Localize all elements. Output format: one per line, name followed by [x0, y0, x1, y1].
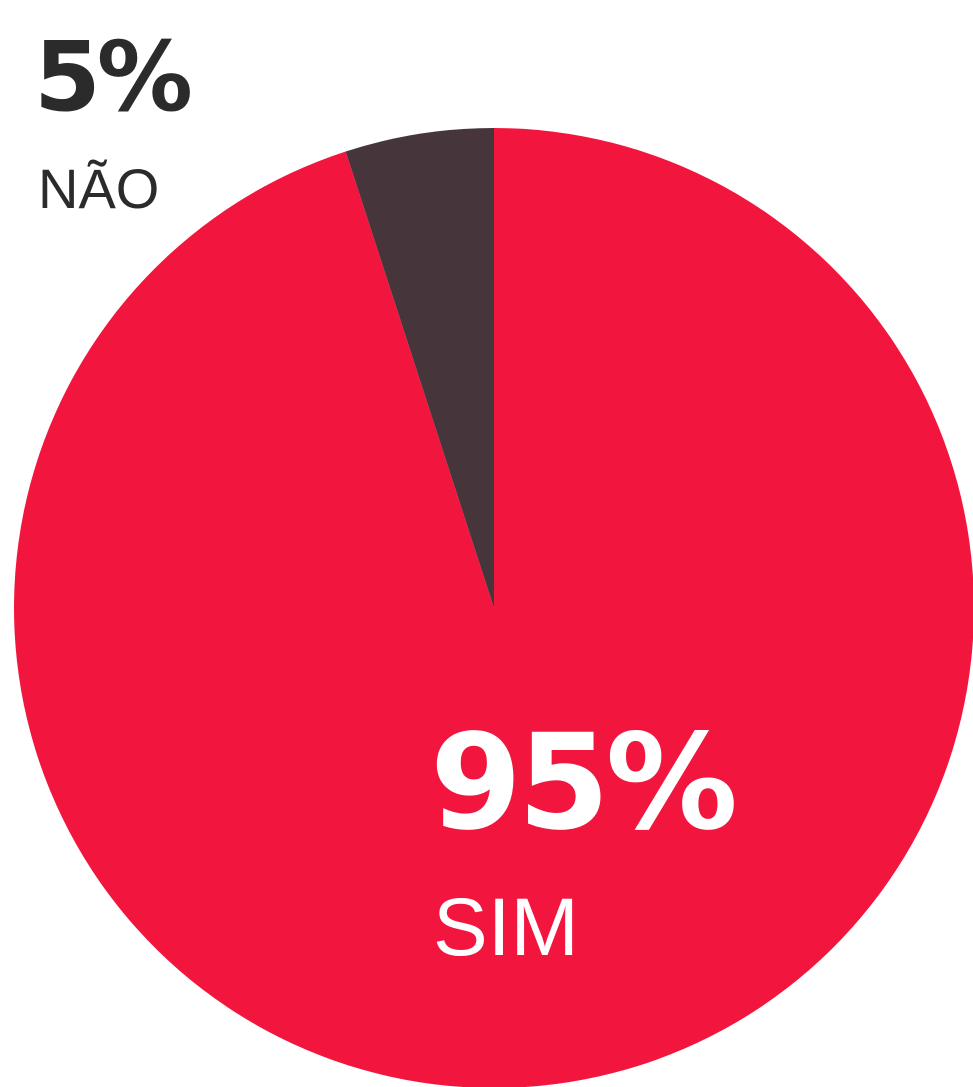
pie-slice [345, 128, 494, 608]
pie-slice [14, 128, 973, 1087]
value-label: 5% [34, 21, 191, 133]
category-label: NÃO [38, 157, 159, 220]
value-label: 95% [430, 706, 735, 860]
category-label: SIM [433, 882, 579, 973]
